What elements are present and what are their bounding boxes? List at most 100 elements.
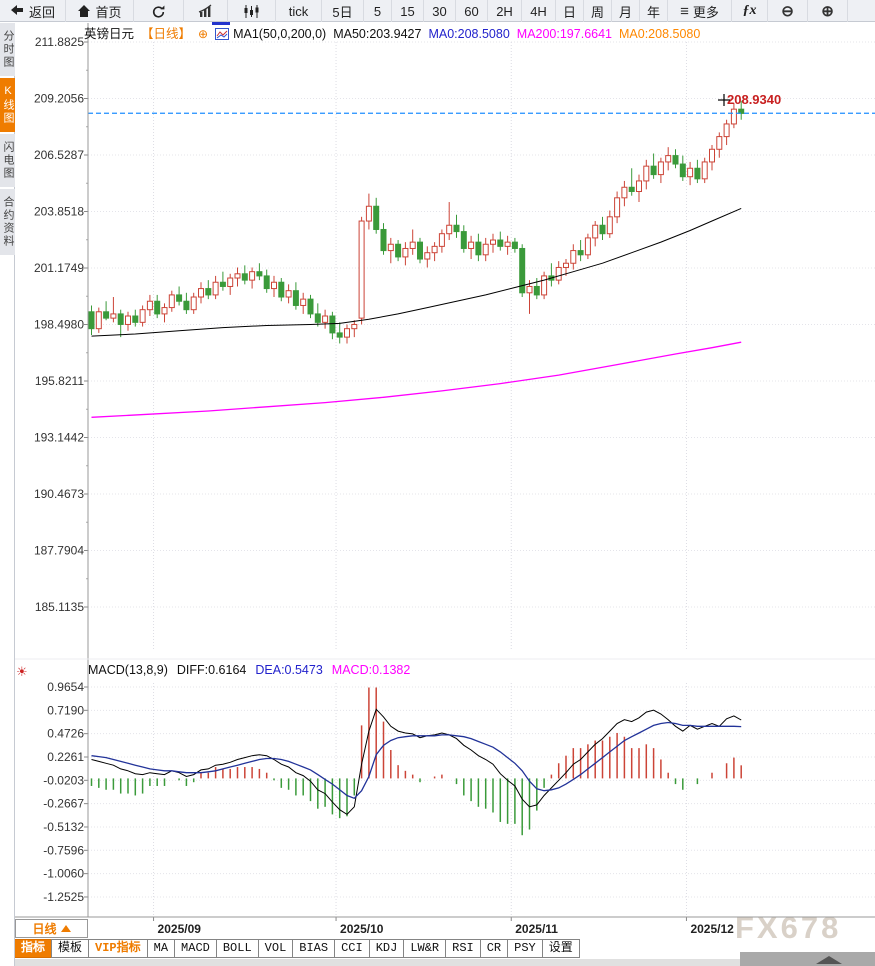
toolbar-5d[interactable]: 5日 <box>322 0 364 22</box>
toolbar-home-label: 首页 <box>95 4 122 20</box>
macd-diff-value: DIFF:0.6164 <box>176 663 247 677</box>
indicator-tab-bar: 指标 模板 VIP指标 MA MACD BOLL VOL BIAS CCI KDJ LW&R RSI C… <box>14 939 580 958</box>
scroll-arrow-icon <box>816 956 842 964</box>
toolbar-month-label: 月 <box>618 4 632 20</box>
svg-text:211.8825: 211.8825 <box>35 35 84 49</box>
sidebar-tab-3[interactable]: 合约资料 <box>0 189 15 255</box>
sidebar-tab-0[interactable]: 分时图 <box>0 23 15 76</box>
toolbar-month[interactable]: 月 <box>612 0 640 22</box>
toolbar-back[interactable]: 返回 <box>0 0 66 22</box>
toolbar-year-label: 年 <box>646 4 660 20</box>
toolbar-m60-label: 60 <box>464 3 479 19</box>
svg-text:2025/11: 2025/11 <box>515 922 558 936</box>
indicator-tab-KDJ[interactable]: KDJ <box>368 939 405 958</box>
ma200-value: MA200:197.6641 <box>516 27 612 41</box>
toolbar-h4[interactable]: 4H <box>522 0 556 22</box>
toolbar-m30-label: 30 <box>432 3 447 19</box>
interval-selector[interactable]: 日线 <box>15 919 88 938</box>
toolbar-5d-label: 5日 <box>332 4 353 20</box>
toolbar-week[interactable]: 周 <box>584 0 612 22</box>
svg-text:201.1749: 201.1749 <box>34 261 84 275</box>
svg-text:198.4980: 198.4980 <box>34 318 84 332</box>
toolbar-zoom-out[interactable]: ⊖ <box>768 0 808 22</box>
indicator-tab-MACD[interactable]: MACD <box>174 939 217 958</box>
toolbar-selection-underline <box>212 22 230 25</box>
indicator-tab-MA[interactable]: MA <box>146 939 176 958</box>
back-arrow-icon <box>10 5 23 15</box>
svg-text:185.1135: 185.1135 <box>35 600 84 614</box>
toolbar-more-label: 更多 <box>692 4 719 20</box>
ma0-blue-value: MA0:208.5080 <box>428 27 510 41</box>
toolbar-zoom-out-label: ⊖ <box>781 3 794 20</box>
toolbar-m60[interactable]: 60 <box>456 0 488 22</box>
toolbar-home[interactable]: 首页 <box>66 0 134 22</box>
svg-text:206.5287: 206.5287 <box>34 148 84 162</box>
toolbar-day-label: 日 <box>562 4 576 20</box>
toolbar-h4-label: 4H <box>530 3 547 19</box>
indicator-tab-PSY[interactable]: PSY <box>507 939 543 958</box>
svg-text:0.2261: 0.2261 <box>47 750 84 764</box>
svg-text:-0.2667: -0.2667 <box>43 797 84 811</box>
indicator-settings-icon[interactable]: ☀ <box>16 664 28 679</box>
toolbar-candle-chart[interactable] <box>228 0 276 22</box>
svg-text:203.8518: 203.8518 <box>34 205 84 219</box>
toolbar-year[interactable]: 年 <box>640 0 668 22</box>
indicator-tab-CCI[interactable]: CCI <box>334 939 370 958</box>
symbol-name: 英镑日元 <box>84 27 135 41</box>
indicator-tab-模板[interactable]: 模板 <box>51 939 90 958</box>
toolbar-more[interactable]: ≡ 更多 <box>668 0 732 22</box>
indicator-tab-VIP指标[interactable]: VIP指标 <box>88 939 148 958</box>
toolbar-tick-label: tick <box>288 3 309 19</box>
indicator-tab-LW&R[interactable]: LW&R <box>403 939 447 958</box>
indicator-tab-RSI[interactable]: RSI <box>445 939 481 958</box>
toolbar-m15[interactable]: 15 <box>392 0 424 22</box>
indicator-tab-BOLL[interactable]: BOLL <box>215 939 259 958</box>
triangle-up-icon <box>60 925 71 932</box>
period-tag: 【日线】 <box>141 27 192 41</box>
toolbar-day[interactable]: 日 <box>556 0 584 22</box>
toolbar-zoom-in[interactable]: ⊕ <box>808 0 848 22</box>
toolbar-m5-label: 5 <box>373 3 382 19</box>
toolbar-week-label: 周 <box>590 4 604 20</box>
add-indicator-icon[interactable]: ⊕ <box>198 27 209 41</box>
top-toolbar: 返回 首页 tick 5日 5 15 30 60 2H 4H 日周月年 ≡ 更多 ƒx ⊖ ⊕ <box>0 0 875 22</box>
hamburger-icon: ≡ <box>680 2 689 20</box>
macd-header: MACD(13,8,9) DIFF:0.6164 DEA:0.5473 MACD:0.… <box>88 663 419 677</box>
macd-macd-value: MACD:0.1382 <box>331 663 411 677</box>
area-chart-icon <box>198 4 212 17</box>
svg-text:2025/10: 2025/10 <box>340 922 384 936</box>
toolbar-fx[interactable]: ƒx <box>732 0 768 22</box>
toolbar-area-chart[interactable] <box>184 0 228 22</box>
toolbar-m30[interactable]: 30 <box>424 0 456 22</box>
toolbar-h2-label: 2H <box>496 3 513 19</box>
indicator-tab-指标[interactable]: 指标 <box>14 939 53 958</box>
interval-label: 日线 <box>32 922 57 936</box>
toolbar-refresh[interactable] <box>134 0 184 22</box>
svg-text:2025/09: 2025/09 <box>158 922 202 936</box>
chart-header: 英镑日元 【日线】 ⊕ MA1(50,0,200,0) MA50:203.9427 MA0… <box>84 23 707 41</box>
indicator-tab-设置[interactable]: 设置 <box>541 939 580 958</box>
toolbar-m5[interactable]: 5 <box>364 0 392 22</box>
macd-dea-value: DEA:0.5473 <box>255 663 323 677</box>
sidebar-tab-1[interactable]: K线图 <box>0 78 15 132</box>
indicator-tab-CR[interactable]: CR <box>479 939 509 958</box>
svg-text:-1.2525: -1.2525 <box>43 890 84 904</box>
toolbar-tick[interactable]: tick <box>276 0 322 22</box>
ma50-value: MA50:203.9427 <box>333 27 422 41</box>
svg-text:-0.0203: -0.0203 <box>43 773 84 787</box>
horizontal-scrollbar[interactable] <box>740 952 875 966</box>
sidebar-tab-2[interactable]: 闪电图 <box>0 134 15 187</box>
ma-settings-label: MA1(50,0,200,0) <box>233 27 327 41</box>
svg-text:190.4673: 190.4673 <box>34 487 84 501</box>
svg-text:-0.5132: -0.5132 <box>43 820 84 834</box>
svg-text:-1.0060: -1.0060 <box>43 867 84 881</box>
home-icon <box>78 5 91 17</box>
toolbar-zoom-in-label: ⊕ <box>821 3 834 20</box>
indicator-tab-VOL[interactable]: VOL <box>257 939 294 958</box>
toolbar-h2[interactable]: 2H <box>488 0 522 22</box>
toolbar-back-label: 返回 <box>28 4 55 20</box>
macd-title: MACD(13,8,9) <box>88 663 168 677</box>
svg-text:0.4726: 0.4726 <box>47 727 84 741</box>
indicator-tab-BIAS[interactable]: BIAS <box>292 939 336 958</box>
